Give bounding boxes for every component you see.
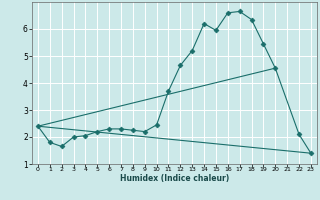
X-axis label: Humidex (Indice chaleur): Humidex (Indice chaleur)	[120, 174, 229, 183]
